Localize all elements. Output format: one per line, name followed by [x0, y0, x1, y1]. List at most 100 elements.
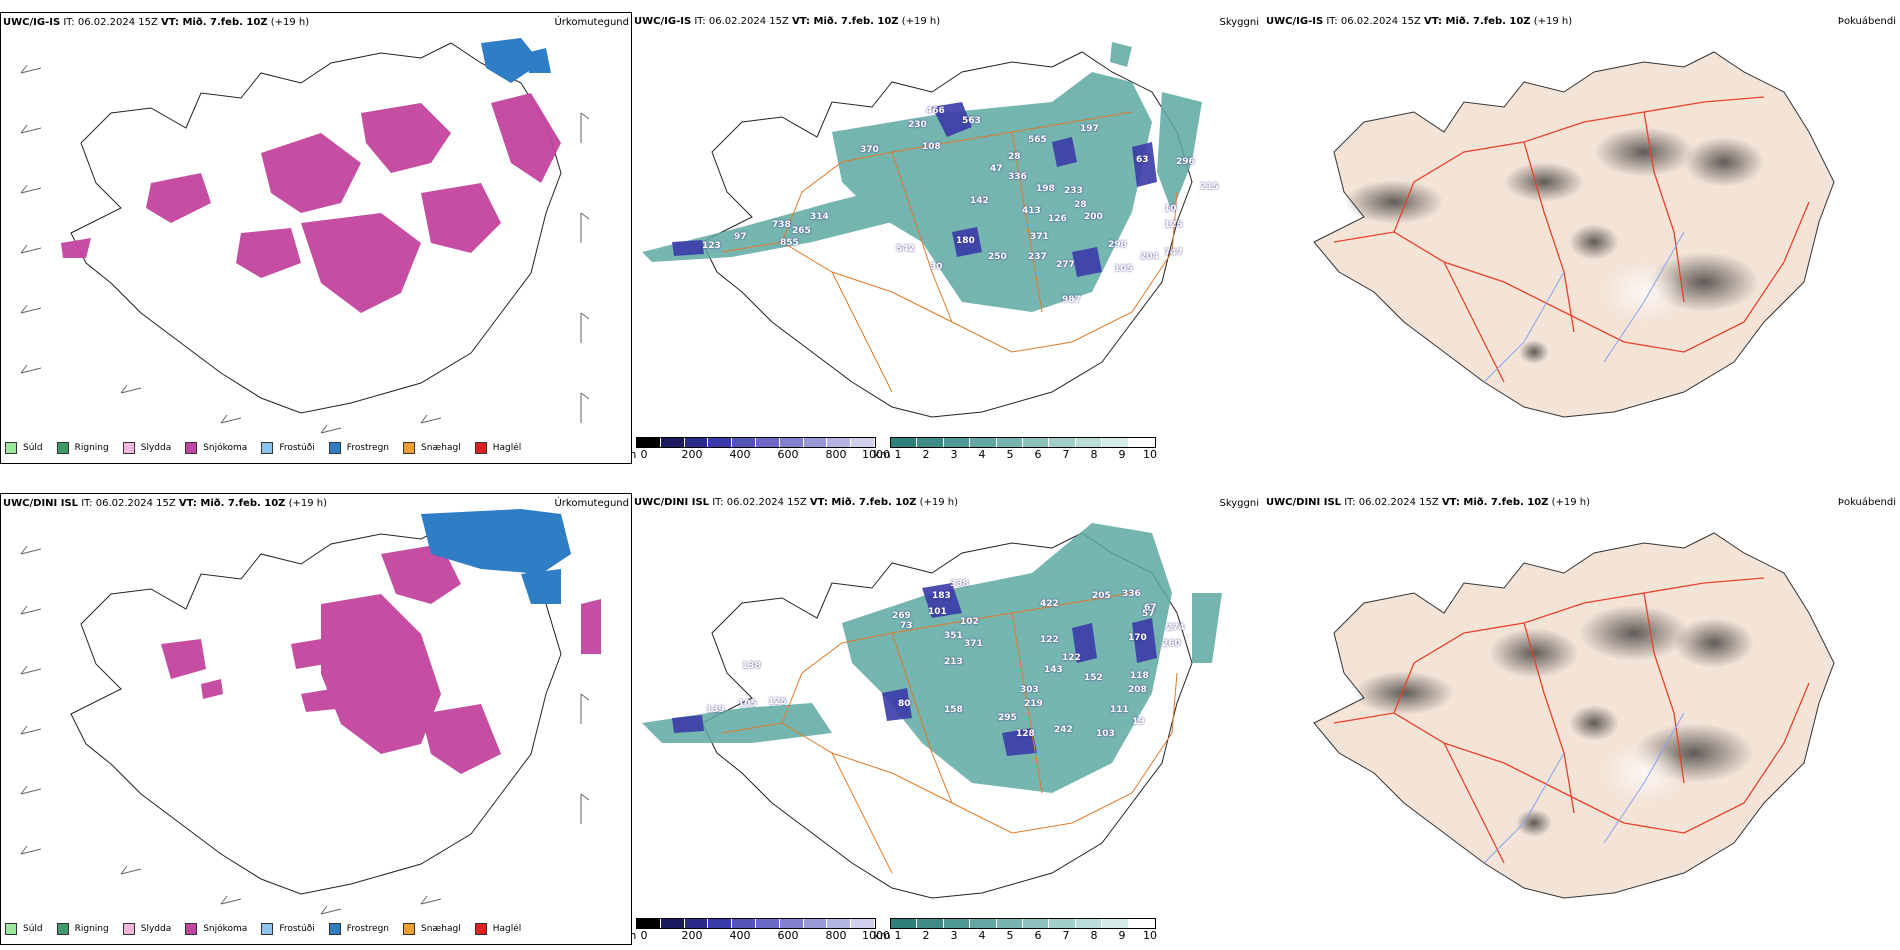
visibility-tick: 7: [1062, 929, 1070, 942]
visibility-panel-bottom: UWC/DINI ISL IT: 06.02.2024 15Z VT: Mið.…: [632, 493, 1264, 945]
value-label: 125: [1164, 220, 1183, 230]
panel-product-title: Úrkomutegund: [554, 498, 629, 509]
ceiling-tick: 1000: [862, 448, 890, 461]
value-label: 105: [1114, 264, 1133, 274]
value-label: 28: [1074, 200, 1087, 210]
value-label: 123: [702, 241, 721, 251]
panel-product-title: Þokuábendi: [1837, 16, 1896, 27]
legend-item-snow: Snjókoma: [185, 923, 247, 935]
value-label: 277: [1056, 260, 1075, 270]
value-label: 57: [1142, 609, 1155, 619]
panel-product-title: Skyggni: [1219, 17, 1259, 28]
ceiling-tick: 600: [777, 448, 799, 461]
value-label: 563: [962, 116, 981, 126]
fog-index-panel-top: UWC/IG-IS IT: 06.02.2024 15Z VT: Mið. 7.…: [1264, 12, 1900, 464]
legend-item-rain: Rigning: [56, 923, 109, 935]
visibility-tick: 6: [1034, 929, 1042, 942]
value-label: 158: [944, 705, 963, 715]
ceiling-tick: 0: [640, 929, 648, 942]
visibility-tick: 10: [1143, 448, 1157, 461]
ceiling-tick: 800: [825, 929, 847, 942]
value-label: 370: [860, 145, 879, 155]
drizzle-swatch: [5, 442, 17, 454]
value-label: 97: [734, 232, 747, 242]
visibility-tick: 6: [1034, 448, 1042, 461]
value-label: 200: [1084, 212, 1103, 222]
legend-item-hail: Haglél: [474, 442, 521, 454]
snow-pellets-swatch: [403, 923, 416, 935]
visibility-tick: 8: [1090, 448, 1098, 461]
freezing-drizzle-swatch: [261, 442, 274, 454]
panel-title: UWC/DINI ISL IT: 06.02.2024 15Z VT: Mið.…: [1266, 497, 1591, 508]
value-label: 215: [1200, 182, 1219, 192]
value-label: 314: [810, 212, 829, 222]
ceiling-tick: 200: [681, 929, 703, 942]
value-label: 111: [1110, 705, 1129, 715]
value-label: 208: [1128, 685, 1147, 695]
snow-areas: [161, 544, 601, 774]
visibility-tick: 1: [894, 929, 902, 942]
hail-swatch: [474, 442, 487, 454]
value-label: 108: [922, 142, 941, 152]
legend-item-snow-pellets: Snæhagl: [403, 442, 461, 454]
value-label: 336: [1008, 172, 1027, 182]
visibility-tick: 9: [1118, 448, 1126, 461]
road-network: [721, 111, 1178, 393]
value-label: 205: [1092, 591, 1111, 601]
visibility-tick: 8: [1090, 929, 1098, 942]
ceiling-scale: m 0 200 400 600 800 1000: [632, 437, 890, 462]
snow-swatch: [185, 442, 198, 454]
value-label: 143: [1044, 665, 1063, 675]
value-label: 747: [1164, 248, 1183, 258]
value-label: 542: [896, 244, 915, 254]
value-label: 351: [944, 631, 963, 641]
low-visibility-areas: [642, 523, 1222, 793]
value-label: 122: [1040, 635, 1059, 645]
value-label: 242: [1054, 725, 1073, 735]
value-label: 19: [1132, 717, 1145, 727]
precip-type-panel-bottom: UWC/DINI ISL IT: 06.02.2024 15Z VT: Mið.…: [0, 493, 632, 945]
freezing-rain-areas: [481, 38, 551, 83]
value-label: 103: [1096, 729, 1115, 739]
panel-title: UWC/IG-IS IT: 06.02.2024 15Z VT: Mið. 7.…: [1266, 16, 1573, 27]
legend-item-drizzle: Súld: [5, 442, 43, 454]
value-label: 152: [1084, 673, 1103, 683]
value-label: 10: [1164, 204, 1177, 214]
sleet-swatch: [122, 923, 135, 935]
visibility-map: [642, 42, 1202, 418]
visibility-scale: km 1 2 3 4 5 6 7 8 9 10: [873, 918, 1157, 943]
snow-pellets-swatch: [403, 442, 416, 454]
value-label: 565: [1028, 135, 1047, 145]
ceiling-tick: 600: [777, 929, 799, 942]
panel-product-title: Þokuábendi: [1837, 497, 1896, 508]
value-label: 855: [780, 238, 799, 248]
legend-item-drizzle: Súld: [5, 923, 43, 935]
legend-item-snow-pellets: Snæhagl: [403, 923, 461, 935]
precip-type-legend: Súld Rigning Slydda Snjókoma Frostúði Fr…: [5, 920, 534, 938]
value-label: 274: [1166, 623, 1185, 633]
value-label: 265: [792, 226, 811, 236]
visibility-tick: 9: [1118, 929, 1126, 942]
ceiling-areas: [672, 102, 1157, 277]
snow-swatch: [185, 923, 198, 935]
ceiling-scale: m 0 200 400 600 800 1000: [632, 918, 890, 943]
value-label: 170: [1128, 633, 1147, 643]
value-label: 298: [1108, 240, 1127, 250]
panel-product-title: Úrkomutegund: [554, 17, 629, 28]
value-label: 237: [1028, 252, 1047, 262]
value-label: 105: [738, 699, 757, 709]
visibility-map: [642, 523, 1222, 899]
fog-shading: [1344, 127, 1764, 364]
visibility-tick: 1: [894, 448, 902, 461]
value-label: 139: [706, 705, 725, 715]
ceiling-tick: 200: [681, 448, 703, 461]
visibility-scale-unit: km: [873, 448, 891, 461]
precip-map: [20, 38, 590, 434]
value-label: 338: [950, 579, 969, 589]
visibility-panel-top: UWC/IG-IS IT: 06.02.2024 15Z VT: Mið. 7.…: [632, 12, 1264, 464]
freezing-drizzle-swatch: [261, 923, 274, 935]
fog-index-panel-bottom: UWC/DINI ISL IT: 06.02.2024 15Z VT: Mið.…: [1264, 493, 1900, 945]
value-label: 303: [1020, 685, 1039, 695]
panel-title: UWC/DINI ISL IT: 06.02.2024 15Z VT: Mið.…: [634, 497, 959, 508]
panel-title: UWC/IG-IS IT: 06.02.2024 15Z VT: Mið. 7.…: [634, 16, 941, 27]
